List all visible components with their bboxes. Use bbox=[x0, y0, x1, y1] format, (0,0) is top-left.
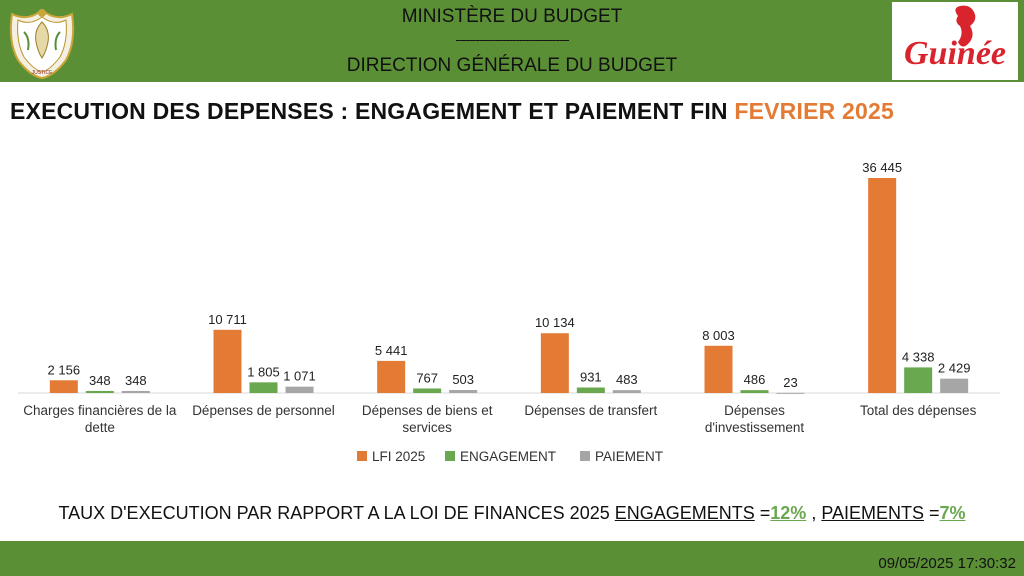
timestamp: 09/05/2025 17:30:32 bbox=[878, 555, 1016, 572]
title-period: FEVRIER 2025 bbox=[734, 98, 894, 124]
bar-lfi bbox=[213, 329, 242, 393]
legend-swatch bbox=[357, 451, 367, 461]
bar-paiement bbox=[776, 392, 805, 394]
guinee-logo: Guinée bbox=[892, 2, 1018, 80]
footer-bar: 09/05/2025 17:30:32 bbox=[0, 541, 1024, 576]
bar-engagement bbox=[576, 387, 605, 393]
bar-paiement bbox=[449, 390, 478, 393]
bar-engagement bbox=[904, 367, 933, 393]
data-label: 931 bbox=[580, 370, 602, 385]
bar-engagement bbox=[740, 390, 769, 393]
paiements-rate: 7% bbox=[939, 503, 966, 523]
ministry-name: MINISTÈRE DU BUDGET bbox=[401, 6, 623, 27]
execution-rate-summary: TAUX D'EXECUTION PAR RAPPORT A LA LOI DE… bbox=[0, 503, 1024, 524]
legend-label: ENGAGEMENT bbox=[460, 449, 556, 464]
bar-lfi bbox=[704, 345, 733, 393]
data-label: 1 071 bbox=[283, 369, 316, 384]
bar-engagement bbox=[249, 382, 278, 393]
data-label: 2 156 bbox=[48, 362, 81, 377]
data-label: 503 bbox=[452, 372, 474, 387]
data-label: 348 bbox=[125, 373, 147, 388]
summary-text: TAUX D'EXECUTION PAR RAPPORT A LA LOI DE… bbox=[58, 503, 615, 523]
category-label: Dépenses de personnel bbox=[192, 403, 335, 418]
equals-2: = bbox=[924, 503, 940, 523]
bar-engagement bbox=[413, 388, 442, 393]
data-label: 10 711 bbox=[208, 312, 247, 327]
legend-swatch bbox=[580, 451, 590, 461]
data-label: 4 338 bbox=[902, 349, 935, 364]
engagements-rate: 12% bbox=[770, 503, 807, 523]
data-label: 486 bbox=[744, 372, 766, 387]
bar-lfi bbox=[49, 380, 78, 393]
category-label: dette bbox=[85, 420, 115, 435]
category-label: Dépenses de transfert bbox=[524, 403, 657, 418]
data-label: 767 bbox=[416, 370, 438, 385]
logo-text: Guinée bbox=[904, 35, 1006, 72]
data-label: 23 bbox=[783, 375, 797, 390]
separator-comma: , bbox=[806, 503, 822, 523]
bar-lfi bbox=[868, 178, 897, 393]
category-label: Total des dépenses bbox=[860, 403, 977, 418]
bar-lfi bbox=[377, 360, 406, 393]
bar-paiement bbox=[285, 386, 314, 393]
legend-label: LFI 2025 bbox=[372, 449, 425, 464]
bar-paiement bbox=[940, 378, 969, 393]
bar-lfi bbox=[540, 333, 569, 393]
data-label: 483 bbox=[616, 372, 638, 387]
paiements-label: PAIEMENTS bbox=[821, 503, 925, 523]
header-bar: JUSTICE MINISTÈRE DU BUDGET ------------… bbox=[0, 0, 1024, 82]
title-main: EXECUTION DES DEPENSES : ENGAGEMENT ET P… bbox=[10, 98, 735, 124]
expenditure-bar-chart: 2 156 348 348 Charges financières de la dett… bbox=[18, 160, 1000, 464]
page-title: EXECUTION DES DEPENSES : ENGAGEMENT ET P… bbox=[10, 98, 894, 125]
coat-of-arms-icon: JUSTICE bbox=[4, 2, 80, 80]
equals-1: = bbox=[754, 503, 771, 523]
data-label: 10 134 bbox=[535, 315, 575, 330]
crest-motto: JUSTICE bbox=[32, 70, 54, 76]
data-label: 2 429 bbox=[938, 361, 971, 376]
category-label: Dépenses de biens et bbox=[362, 403, 493, 418]
legend-label: PAIEMENT bbox=[595, 449, 663, 464]
bar-engagement bbox=[85, 390, 114, 393]
category-label: Charges financières de la bbox=[23, 403, 177, 418]
category-label: d'investissement bbox=[705, 420, 805, 435]
bar-paiement bbox=[612, 390, 641, 393]
category-label: Dépenses bbox=[724, 403, 785, 418]
direction-name: DIRECTION GÉNÉRALE DU BUDGET bbox=[346, 55, 678, 76]
legend-swatch bbox=[445, 451, 455, 461]
bar-paiement bbox=[121, 390, 150, 393]
data-label: 36 445 bbox=[862, 160, 902, 175]
data-label: 8 003 bbox=[702, 328, 735, 343]
engagements-label: ENGAGEMENTS bbox=[614, 503, 755, 523]
category-label: services bbox=[402, 420, 452, 435]
data-label: 5 441 bbox=[375, 343, 408, 358]
data-label: 348 bbox=[89, 373, 111, 388]
data-label: 1 805 bbox=[247, 364, 280, 379]
header-separator: ---------------------------------- bbox=[455, 32, 569, 47]
